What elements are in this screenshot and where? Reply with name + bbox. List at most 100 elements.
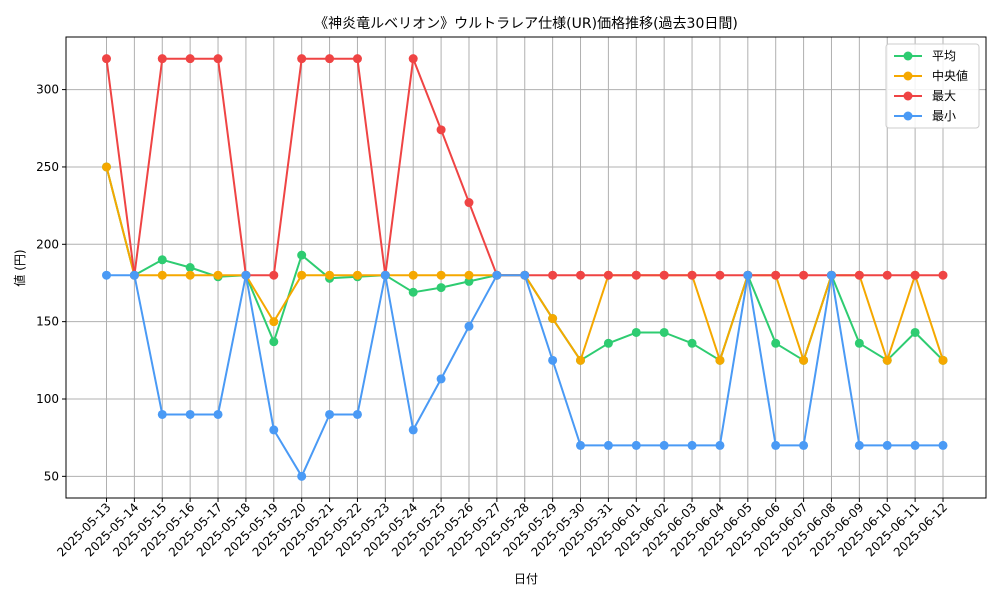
data-point — [631, 327, 641, 337]
data-point — [436, 374, 446, 384]
data-point — [297, 471, 307, 481]
legend-label: 最小 — [932, 109, 956, 123]
data-point — [269, 317, 279, 327]
data-point — [603, 338, 613, 348]
legend-marker — [903, 71, 913, 81]
plot-frame — [65, 36, 987, 499]
data-point — [854, 338, 864, 348]
data-point — [352, 270, 362, 280]
x-axis: 2025-05-132025-05-142025-05-152025-05-16… — [54, 498, 950, 559]
data-point — [938, 270, 948, 280]
legend-item: 最大 — [894, 89, 956, 103]
data-point — [548, 270, 558, 280]
data-point — [576, 355, 586, 365]
data-point — [408, 270, 418, 280]
data-point — [659, 327, 669, 337]
data-point — [771, 338, 781, 348]
y-tick-label: 100 — [36, 392, 59, 406]
data-point — [352, 409, 362, 419]
legend-label: 最大 — [932, 89, 956, 103]
data-point — [352, 54, 362, 64]
data-point — [464, 321, 474, 331]
data-point — [687, 338, 697, 348]
data-point — [185, 54, 195, 64]
data-point — [882, 355, 892, 365]
data-point — [157, 255, 167, 265]
legend-item: 平均 — [894, 49, 956, 63]
data-point — [213, 409, 223, 419]
data-point — [715, 440, 725, 450]
legend-box — [885, 43, 980, 129]
series-layer — [102, 54, 948, 481]
chart-title: 《神炎竜ルベリオン》ウルトラレア仕様(UR)価格推移(過去30日間) — [314, 15, 738, 32]
data-point — [129, 270, 139, 280]
y-tick-label: 300 — [36, 83, 59, 97]
legend-marker — [903, 51, 913, 61]
data-point — [771, 440, 781, 450]
data-point — [910, 440, 920, 450]
data-point — [938, 355, 948, 365]
data-point — [520, 270, 530, 280]
data-point — [185, 263, 195, 272]
data-point — [910, 270, 920, 280]
data-point — [408, 54, 418, 64]
data-point — [269, 270, 279, 280]
data-point — [213, 270, 223, 280]
data-point — [854, 270, 864, 280]
x-axis-label: 日付 — [514, 572, 538, 586]
data-point — [464, 276, 474, 286]
data-point — [241, 270, 251, 280]
data-point — [715, 270, 725, 280]
data-point — [854, 440, 864, 450]
legend-marker — [903, 111, 913, 121]
data-point — [687, 440, 697, 450]
data-point — [910, 327, 920, 337]
data-point — [548, 355, 558, 365]
legend-marker — [903, 91, 913, 101]
data-point — [687, 270, 697, 280]
data-point — [743, 270, 753, 280]
data-point — [603, 270, 613, 280]
data-point — [548, 314, 558, 324]
data-point — [297, 250, 307, 260]
data-point — [882, 440, 892, 450]
data-point — [826, 270, 836, 280]
y-tick-label: 150 — [36, 315, 59, 329]
data-point — [576, 270, 586, 280]
series-3 — [102, 270, 948, 481]
data-point — [325, 54, 335, 64]
data-point — [799, 440, 809, 450]
data-point — [102, 54, 111, 64]
legend-label: 中央値 — [932, 68, 968, 83]
data-point — [185, 270, 195, 280]
data-point — [799, 355, 809, 365]
data-point — [380, 270, 390, 280]
data-point — [631, 440, 641, 450]
data-point — [269, 337, 279, 347]
data-point — [408, 425, 418, 435]
data-point — [492, 270, 502, 280]
y-tick-label: 200 — [36, 237, 59, 251]
data-point — [102, 162, 111, 172]
data-point — [715, 355, 725, 365]
data-point — [659, 270, 669, 280]
y-tick-label: 250 — [36, 160, 59, 174]
data-point — [408, 287, 418, 297]
y-tick-label: 50 — [44, 469, 59, 483]
data-point — [157, 409, 167, 419]
legend-item: 中央値 — [894, 68, 968, 83]
data-point — [185, 409, 195, 419]
data-point — [799, 270, 809, 280]
data-point — [269, 425, 279, 435]
legend-label: 平均 — [932, 49, 956, 63]
data-point — [436, 270, 446, 280]
data-point — [436, 125, 446, 135]
data-point — [603, 440, 613, 450]
data-point — [297, 270, 307, 280]
data-point — [157, 270, 167, 280]
data-point — [659, 440, 669, 450]
data-point — [325, 270, 335, 280]
data-point — [576, 440, 586, 450]
data-point — [436, 283, 446, 293]
